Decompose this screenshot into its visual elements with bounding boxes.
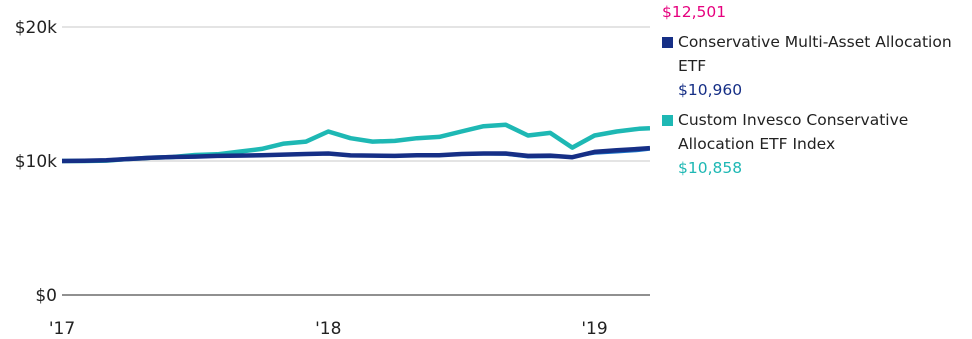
line-chart: $0 $10k $20k '17 '18 '19 <box>15 18 650 339</box>
y-tick-label-0: $0 <box>35 286 57 306</box>
y-tick-label-2: $20k <box>15 18 57 38</box>
legend-item-index: Custom Invesco Conservative Allocation E… <box>662 108 967 180</box>
series-line-1 <box>61 145 650 164</box>
legend-swatch-fund <box>662 37 673 48</box>
legend-swatch-index <box>662 115 673 126</box>
legend-value-fund: $10,960 <box>678 81 743 99</box>
x-axis-ticks: '17 '18 '19 <box>49 319 608 339</box>
x-tick-label-0: '17 <box>49 319 75 339</box>
legend-top-value: $12,501 <box>662 3 727 21</box>
legend-label-index: Custom Invesco Conservative Allocation E… <box>678 111 909 153</box>
series-lines <box>61 122 650 164</box>
legend: $12,501 Conservative Multi-Asset Allocat… <box>662 0 967 180</box>
y-axis-ticks: $0 $10k $20k <box>15 18 57 306</box>
y-tick-label-1: $10k <box>15 152 57 172</box>
legend-label-fund: Conservative Multi-Asset Allocation ETF <box>678 33 952 75</box>
gridlines <box>62 26 650 296</box>
x-tick-label-2: '19 <box>581 319 607 339</box>
legend-item-fund: Conservative Multi-Asset Allocation ETF … <box>662 30 967 102</box>
legend-value-index: $10,858 <box>678 159 743 177</box>
x-tick-label-1: '18 <box>315 319 341 339</box>
